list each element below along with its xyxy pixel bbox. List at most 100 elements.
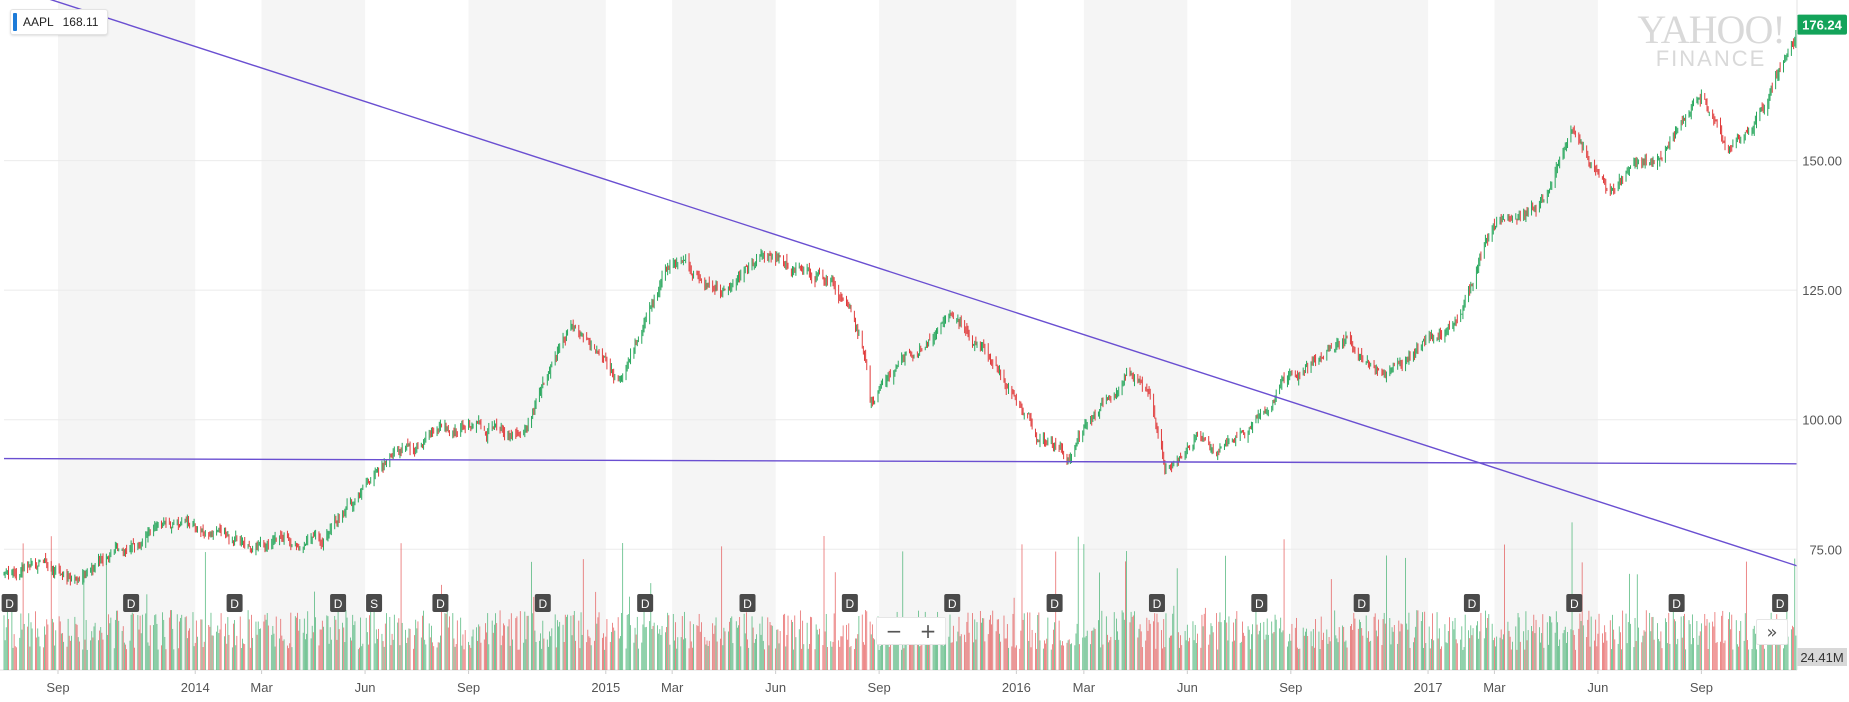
volume-bar <box>1696 621 1698 670</box>
volume-bar <box>1617 643 1619 670</box>
volume-bar <box>751 616 753 670</box>
volume-bar <box>1312 629 1314 670</box>
month-bands <box>57 0 1598 670</box>
volume-bar <box>1224 620 1225 670</box>
volume-bar <box>365 617 367 670</box>
volume-bar <box>1767 623 1769 670</box>
volume-bar <box>1644 631 1646 670</box>
volume-bar <box>715 617 717 670</box>
volume-bar <box>188 630 189 670</box>
volume-bar <box>1597 633 1599 670</box>
volume-bar <box>1185 640 1187 670</box>
x-tick-label: 2014 <box>181 680 210 695</box>
volume-bar <box>1716 641 1718 670</box>
volume-bar <box>1729 612 1730 670</box>
volume-bar <box>713 633 715 670</box>
volume-bar <box>210 612 212 670</box>
volume-bar <box>1252 624 1253 670</box>
volume-bar <box>1003 615 1005 670</box>
volume-bar <box>783 614 784 670</box>
volume-bar <box>771 625 773 670</box>
volume-bar <box>177 648 179 670</box>
volume-bar <box>1500 629 1502 670</box>
zoom-in-button[interactable]: + <box>911 618 945 644</box>
volume-bar <box>1413 642 1414 670</box>
volume-bar <box>806 622 808 670</box>
volume-bar <box>454 646 456 670</box>
volume-bar <box>1234 640 1235 670</box>
volume-bar <box>1243 632 1244 670</box>
volume-bar <box>255 621 257 670</box>
volume-bar <box>808 643 810 670</box>
volume-bar <box>77 637 79 670</box>
volume-bar <box>1437 638 1439 670</box>
volume-bar <box>736 627 738 670</box>
volume-bar <box>1441 646 1442 670</box>
event-marker <box>1463 594 1480 612</box>
volume-bar <box>1754 633 1756 670</box>
event-marker <box>432 594 449 612</box>
volume-bar <box>625 648 627 670</box>
volume-bar <box>1028 640 1030 670</box>
volume-bar <box>535 641 537 670</box>
volume-bar <box>179 621 180 670</box>
volume-bar <box>1635 640 1637 670</box>
volume-bar <box>1445 642 1447 670</box>
volume-bar <box>753 642 755 670</box>
volume-bar <box>416 628 418 670</box>
volume-bar <box>551 628 553 670</box>
volume-bar <box>730 618 732 670</box>
volume-bar <box>47 624 49 670</box>
ticker-chip[interactable]: AAPL 168.11 <box>10 9 109 35</box>
volume-bar <box>69 640 71 670</box>
volume-bar <box>1149 623 1151 670</box>
volume-bar <box>644 627 646 670</box>
volume-bar <box>165 649 167 670</box>
volume-bar <box>20 613 22 670</box>
volume-bar <box>1460 639 1462 670</box>
volume-bar <box>777 629 779 670</box>
volume-bar <box>638 648 639 670</box>
volume-bar <box>775 648 777 670</box>
volume-bar <box>1535 619 1537 670</box>
volume-bar <box>721 546 723 670</box>
volume-bar <box>550 636 552 670</box>
volume-bar <box>1155 648 1157 670</box>
volume-bar <box>903 648 905 670</box>
volume-bar <box>1515 626 1517 670</box>
volume-bar <box>974 619 976 670</box>
expand-range-button[interactable]: » <box>1756 619 1788 645</box>
volume-bar <box>146 594 148 670</box>
volume-bar <box>1242 621 1243 670</box>
volume-bar <box>234 620 235 670</box>
volume-bar <box>1792 625 1793 670</box>
volume-bar <box>822 645 824 670</box>
volume-bar <box>1228 616 1230 670</box>
volume-bar <box>1274 614 1276 670</box>
volume-bar <box>1743 640 1745 670</box>
volume-bar <box>125 644 126 670</box>
month-band <box>1290 0 1429 670</box>
volume-bar <box>330 639 332 670</box>
volume-bar <box>1586 637 1588 670</box>
volume-bar <box>641 642 643 670</box>
volume-bar <box>1060 645 1062 670</box>
volume-bar <box>5 627 7 670</box>
zoom-out-button[interactable]: − <box>877 618 911 644</box>
volume-bar <box>674 640 675 670</box>
volume-bar <box>1689 624 1691 670</box>
volume-bar <box>280 618 282 670</box>
volume-bar <box>1555 611 1557 670</box>
volume-bar <box>354 621 356 670</box>
volume-bar <box>920 645 922 670</box>
volume-bar <box>1721 615 1723 670</box>
volume-bar <box>1476 625 1477 670</box>
volume-bar <box>392 639 394 670</box>
volume-bar <box>1697 644 1699 670</box>
volume-bar <box>471 636 473 670</box>
volume-bar <box>1720 641 1721 670</box>
volume-bar <box>366 632 368 670</box>
volume-bar <box>853 649 855 670</box>
volume-bar <box>578 620 580 670</box>
